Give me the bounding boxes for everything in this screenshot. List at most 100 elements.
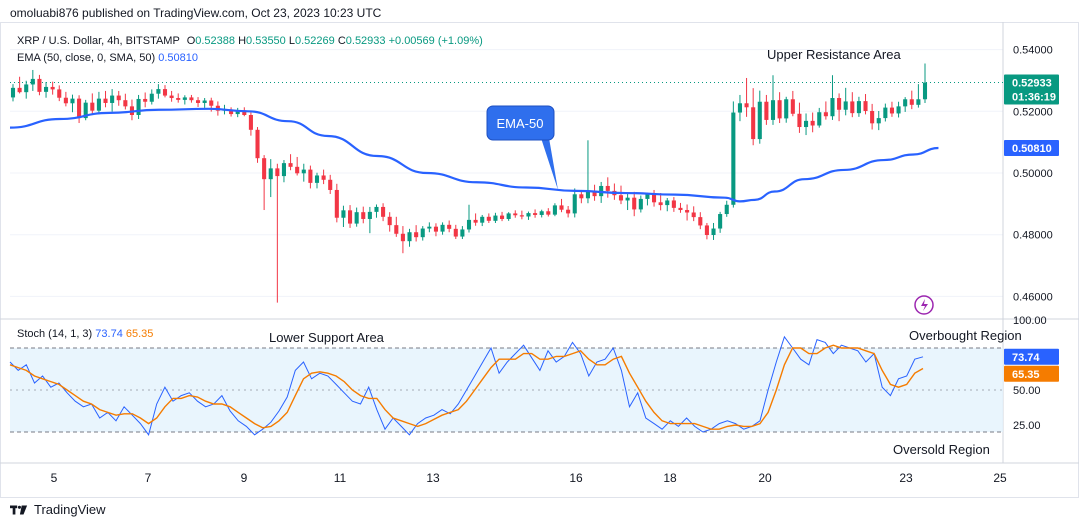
candle (790, 90, 795, 117)
oversold-label: Oversold Region (893, 442, 990, 457)
candle (903, 97, 908, 112)
price-tick-label: 0.48000 (1013, 230, 1053, 242)
change-value: +0.00569 (+1.09%) (388, 35, 483, 47)
candle (10, 84, 16, 102)
candle (136, 94, 141, 120)
candle-body (90, 102, 95, 111)
candle-body (354, 212, 359, 224)
candle-body (585, 190, 590, 199)
candle-body (704, 225, 709, 236)
candle (704, 222, 709, 240)
candle (453, 224, 458, 240)
candle (77, 95, 82, 124)
candle-body (896, 106, 901, 114)
candle-body (856, 101, 861, 114)
stoch-d-badge-bg (1004, 365, 1059, 382)
candle-body (513, 213, 518, 216)
candle-body (685, 210, 690, 213)
candle (367, 206, 372, 234)
candle (30, 69, 35, 91)
candle-body (367, 211, 372, 219)
candle (579, 189, 584, 204)
candle (189, 94, 194, 103)
candle-body (334, 189, 339, 218)
candle (764, 94, 769, 125)
candle-body (533, 213, 538, 215)
candle-body (374, 206, 379, 212)
candle-body (579, 194, 584, 199)
candle-body (903, 99, 908, 107)
stoch-legend: Stoch (14, 1, 3) 73.74 65.35 (17, 328, 153, 340)
candle (493, 212, 498, 223)
stoch-lines (9, 335, 924, 436)
candle-body (143, 98, 148, 102)
candle (500, 211, 505, 222)
candle-body (665, 200, 670, 206)
candle-body (447, 224, 452, 229)
candle-body (737, 103, 742, 113)
candle-body (295, 166, 300, 174)
candle-body (466, 219, 472, 230)
candle-body (493, 215, 498, 221)
footer-brand[interactable]: TradingView (10, 502, 106, 517)
candle-body (691, 212, 696, 218)
candle-body (209, 100, 214, 106)
open-value: 0.52388 (195, 35, 236, 47)
candle-body (625, 197, 630, 201)
candle-body (440, 224, 445, 232)
candle-body (400, 233, 405, 242)
candle (427, 222, 432, 233)
candle (889, 101, 894, 117)
candle-body (473, 219, 478, 223)
ema-label: EMA (50, close, 0, SMA, 50) (17, 52, 156, 64)
candle-body (638, 198, 643, 210)
candle-body (922, 82, 928, 100)
ema50-line (9, 107, 939, 203)
candle (229, 107, 234, 117)
price-badge-text: 01:36:19 (1012, 92, 1056, 104)
ema-callout: EMA-50 (486, 105, 558, 190)
candle-body (552, 205, 557, 215)
candle-body (44, 86, 49, 92)
candle (652, 189, 657, 207)
candle (698, 212, 703, 230)
candle (572, 188, 577, 218)
candle-body (407, 232, 412, 242)
ema-callout-pointer (541, 138, 558, 190)
stoch-d-badge: 65.35 (1004, 365, 1059, 382)
candle-body (57, 89, 62, 98)
x-tick-label: 11 (334, 471, 347, 485)
candle (876, 110, 881, 131)
candle-body (176, 98, 181, 100)
candle (830, 75, 835, 120)
candle-body (770, 100, 776, 120)
candle-body (605, 185, 610, 191)
candle-body (777, 100, 782, 119)
lower-support-label: Lower Support Area (269, 330, 385, 345)
candle-body (678, 207, 683, 211)
price-tick-label: 0.52000 (1013, 106, 1053, 118)
high-label: H (238, 35, 247, 47)
candle-body (559, 205, 564, 210)
candle (70, 94, 75, 113)
close-value: 0.52933 (345, 35, 386, 47)
x-tick-label: 18 (663, 471, 677, 485)
candle-body (414, 232, 419, 238)
candle-body (387, 216, 392, 226)
candle (546, 208, 551, 217)
price-badge-text: 0.52933 (1012, 78, 1052, 90)
candle-body (30, 78, 35, 85)
candle-body (116, 95, 121, 101)
candle (585, 140, 590, 204)
ema-badge: 0.50810 (1004, 140, 1059, 157)
candle-body (519, 215, 524, 217)
candle (460, 226, 465, 240)
candle (447, 220, 452, 233)
candle-body (308, 169, 313, 183)
candle (387, 212, 392, 232)
price-tick-label: 0.50000 (1013, 168, 1053, 180)
candle-body (235, 110, 240, 115)
candle (810, 112, 815, 133)
candle-body (460, 229, 465, 237)
